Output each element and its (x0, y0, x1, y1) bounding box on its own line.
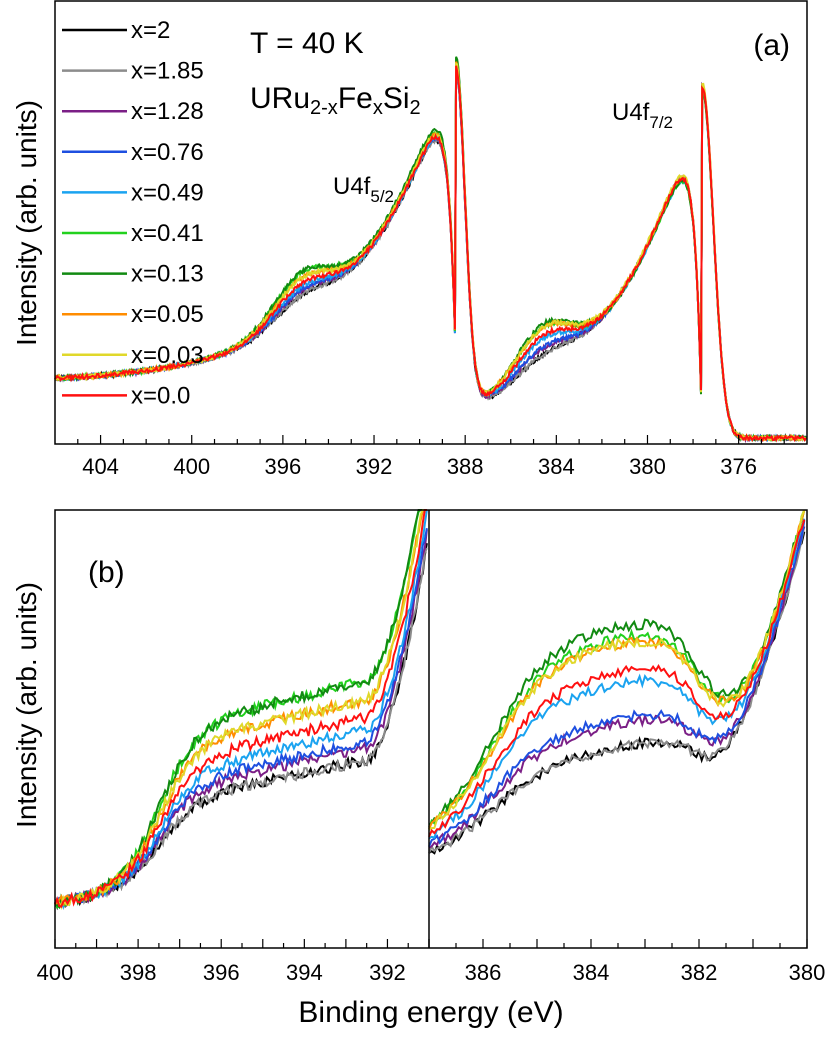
panel-a-xtick-label: 384 (538, 454, 575, 479)
compound-formula: URu2-xFexSi2 (250, 82, 421, 119)
legend-label-x=0.05: x=0.05 (131, 301, 204, 328)
panel-b-label: (b) (88, 556, 125, 589)
panel-a-frame (54, 0, 808, 445)
panel-a-series (54, 56, 807, 444)
legend-label-x=0.0: x=0.0 (131, 382, 190, 409)
temperature-annotation: T = 40 K (250, 27, 364, 60)
legend-label-x=0.03: x=0.03 (131, 342, 204, 369)
panel-b-right-xtick-label: 386 (465, 960, 502, 985)
panel-a-xtick-label: 396 (265, 454, 302, 479)
legend: x=2 x=1.85 x=1.28 x=0.76 x=0.49 x=0.41 x=0.13 x… (62, 17, 204, 409)
panel-a-ylabel: Intensity (arb. units) (11, 100, 42, 346)
panel-b-left-series (54, 509, 428, 911)
panel-b-left-xtick-label: 398 (120, 960, 157, 985)
peak-52-base: U4f (333, 173, 371, 200)
panel-a-label: (a) (753, 29, 790, 62)
panel-b-right-line-x=0.49 (428, 518, 806, 840)
panel-b-frame (54, 509, 808, 949)
compound-end: Si (383, 82, 410, 115)
panel-a-xtick-label: 388 (447, 454, 484, 479)
panel-a-xtick-label: 376 (720, 454, 757, 479)
panel-b-left-xtick-label: 396 (203, 960, 240, 985)
panel-b-right-xtick-label: 380 (789, 960, 826, 985)
legend-label-x=0.49: x=0.49 (131, 179, 204, 206)
legend-label-x=1.85: x=1.85 (131, 58, 204, 85)
panel-a-xtick-label: 392 (356, 454, 393, 479)
panel-b-left-xtick-label: 392 (369, 960, 406, 985)
peak-label-u4f52: U4f5/2 (333, 173, 394, 206)
peak-52-sub: 5/2 (370, 187, 394, 206)
panel-b-ticks: 400 398 396 394 392 386 384 382 380 (37, 939, 826, 985)
panel-a-line-x=0.0 (54, 65, 807, 443)
panel-b-left-line-x=0.03 (54, 509, 427, 911)
peak-label-u4f72: U4f7/2 (612, 99, 673, 132)
panel-b-ylabel: Intensity (arb. units) (11, 582, 42, 828)
panel-a-xtick-label: 404 (82, 454, 119, 479)
panel-a-ticks: 404 400 396 392 388 384 380 376 (77, 435, 785, 479)
panel-b-left-line-x=0.13 (54, 509, 427, 910)
panel-b-left-xtick-label: 394 (286, 960, 323, 985)
legend-label-x=2: x=2 (131, 17, 170, 44)
panel-b-right-line-x=1.85 (428, 526, 806, 854)
compound-sub-1: 2-x (310, 97, 338, 119)
panel-b-right-line-x=0.03 (428, 509, 806, 831)
compound-mid: Fe (338, 82, 373, 115)
compound-base: URu (250, 82, 310, 115)
panel-b-left-line-x=0.0 (54, 509, 427, 908)
peak-72-base: U4f (612, 99, 650, 126)
panel-a-xtick-label: 380 (629, 454, 666, 479)
panel-b-left-xtick-label: 400 (37, 960, 74, 985)
legend-label-x=1.28: x=1.28 (131, 98, 204, 125)
panel-b-right-line-x=0.13 (428, 509, 806, 826)
panel-b-right-xtick-label: 384 (573, 960, 610, 985)
panel-b-right-line-x=0.76 (428, 520, 806, 847)
x-axis-title: Binding energy (eV) (298, 996, 563, 1029)
compound-sub-3: 2 (410, 97, 421, 119)
peak-72-sub: 7/2 (649, 113, 673, 132)
panel-b-right-xtick-label: 382 (681, 960, 718, 985)
compound-sub-2: x (373, 97, 383, 119)
panel-a-xtick-label: 400 (173, 454, 210, 479)
panel-b-right-series (428, 509, 806, 855)
legend-label-x=0.13: x=0.13 (131, 261, 204, 288)
panel-b-right-line-x=0.0 (428, 519, 806, 838)
legend-label-x=0.76: x=0.76 (131, 139, 204, 166)
legend-label-x=0.41: x=0.41 (131, 220, 204, 247)
